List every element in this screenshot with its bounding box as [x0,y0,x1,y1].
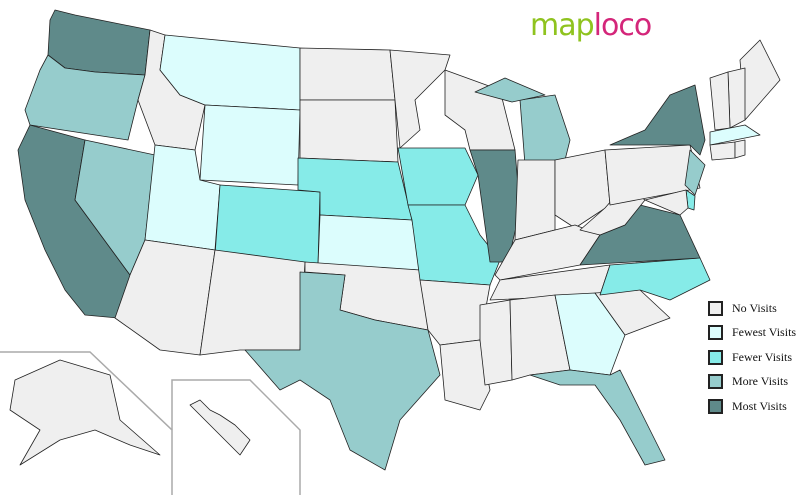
state-ks [317,214,421,271]
state-or [24,54,146,141]
legend-item-most-visits: Most Visits [708,394,796,419]
state-wy [199,104,301,186]
state-nh [727,67,746,129]
state-ri [734,139,746,159]
state-in [514,159,556,241]
state-ar [419,279,491,346]
state-ny [609,84,706,156]
legend-item-fewest-visits: Fewest Visits [708,321,796,346]
state-vt [709,71,731,131]
legend-label: Fewer Visits [732,349,793,364]
legend-item-more-visits: More Visits [708,370,796,395]
state-nd [299,47,396,101]
inset-borders [0,351,301,495]
maploco-logo: maploco [530,8,653,43]
state-mn [389,49,451,149]
state-mi [519,94,571,166]
legend-item-no-visits: No Visits [708,296,796,321]
legend-label: No Visits [732,300,777,315]
state-ak [9,359,161,466]
legend-swatch [708,374,723,390]
state-ga [554,292,626,376]
state-pa [604,144,701,206]
legend-item-fewer-visits: Fewer Visits [708,345,796,370]
state-mo [407,204,501,286]
state-nm [199,249,306,356]
legend-label: More Visits [732,374,789,389]
state-fl [529,369,666,466]
legend-label: Fewest Visits [732,325,797,340]
state-sd [299,99,399,163]
legend-swatch [708,300,723,316]
legend-swatch [708,349,723,365]
state-nc [599,257,711,301]
state-mi-upper [474,77,546,103]
state-ct [709,141,736,161]
state-ms [479,299,513,386]
legend-swatch [708,325,723,341]
state-hi [189,399,251,456]
state-tx [244,271,441,471]
state-me [739,39,781,121]
state-ia [397,147,479,206]
legend-label: Most Visits [732,398,787,413]
state-wa [47,9,151,76]
logo-loco: loco [593,8,653,43]
legend-swatch [708,398,723,414]
state-ma [709,124,761,146]
state-md [644,189,689,216]
logo-map: map [530,8,595,43]
state-nj [684,149,706,196]
state-la [439,339,491,411]
state-oh [554,149,611,229]
legend: No Visits Fewest Visits Fewer Visits Mor… [708,296,796,419]
